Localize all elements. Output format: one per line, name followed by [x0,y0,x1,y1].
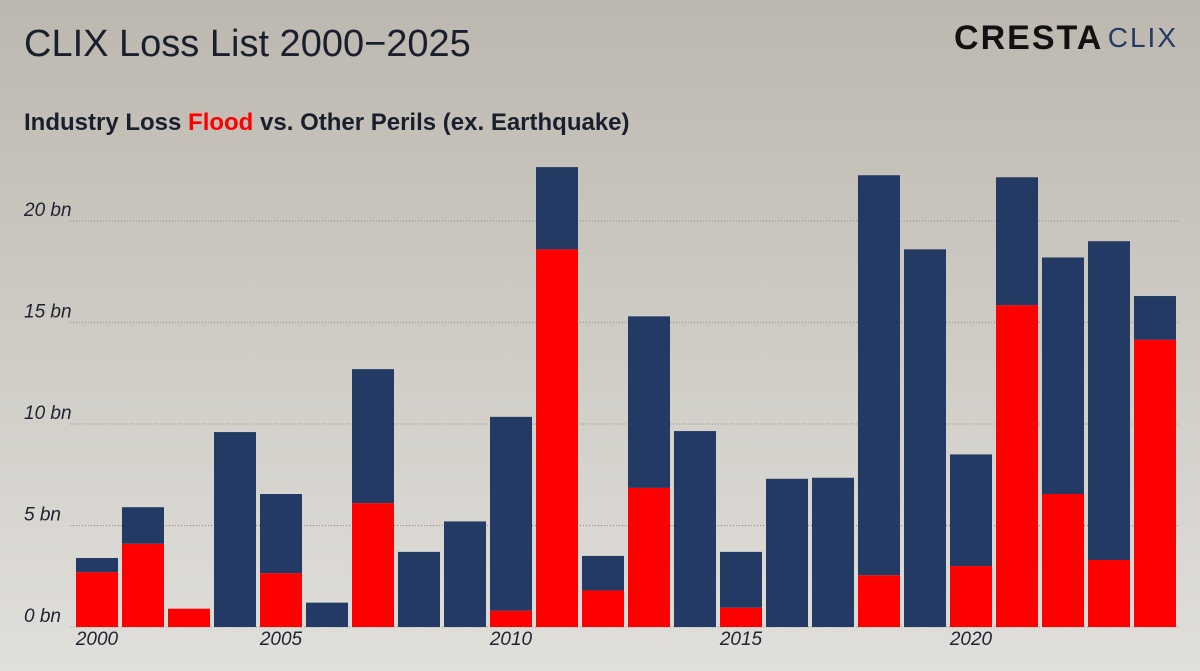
bar-segment [950,566,992,627]
bar-segment [812,477,854,627]
x-tick-label: 2015 [719,629,763,650]
bar-segment [76,557,118,573]
logo-product: CLIX [1108,22,1178,53]
bar-segment [858,175,900,576]
subtitle-start: Industry Loss [24,109,181,136]
bar-segment [1042,494,1084,627]
x-tick-label: 2020 [949,629,993,650]
bar-segment [1088,241,1130,560]
logo: CRESTA CLIX [954,19,1178,57]
bar-segment [628,316,670,488]
bar-segment [214,432,256,627]
y-tick-label: 5 bn [24,504,61,525]
bar-segment [444,521,486,627]
x-tick-label: 2010 [489,629,533,650]
bar-segment [674,431,716,627]
bar-segment [582,590,624,627]
bar-segment [1042,257,1084,495]
bar-segment [628,487,670,627]
bar-segment [76,572,118,627]
chart-title: CLIX Loss List 2000−2025 [24,23,471,65]
legend-other: Other Perils [300,109,436,136]
bar-segment [720,607,762,627]
bar-segment [306,602,348,627]
bar-segment [582,555,624,591]
bar-segment [536,249,578,628]
subtitle-end: (ex. Earthquake) [443,109,630,136]
chart-subtitle: Industry Loss Flood vs. Other Perils (ex… [24,109,630,136]
bar-segment [260,494,302,574]
y-tick-label: 10 bn [24,403,72,424]
bar-segment [398,551,440,627]
bar-segment [352,369,394,504]
bar-segment [1134,339,1176,627]
bar-segment [766,478,808,627]
y-tick-label: 0 bn [24,606,61,627]
logo-brand: CRESTA [954,19,1103,57]
legend-flood: Flood [188,109,253,136]
bar-segment [352,503,394,627]
bar-segment [996,305,1038,627]
bar-segment [1134,296,1176,340]
x-tick-label: 2005 [259,629,303,650]
bar-segment [122,543,164,627]
y-tick-label: 20 bn [23,200,72,221]
bar-segment [1088,559,1130,627]
subtitle-vs: vs. [260,109,293,136]
bar-segment [720,551,762,608]
bar-segment [996,177,1038,306]
bar-segment [168,608,210,627]
bar-segment [260,573,302,627]
bar-segment [490,610,532,627]
bar-segment [536,167,578,250]
bar-segment [858,575,900,627]
bar-segment [904,249,946,628]
bar-segment [122,507,164,544]
bar-segment [490,416,532,611]
x-tick-label: 2000 [75,629,119,650]
y-tick-label: 15 bn [24,301,72,322]
bar-segment [950,454,992,567]
